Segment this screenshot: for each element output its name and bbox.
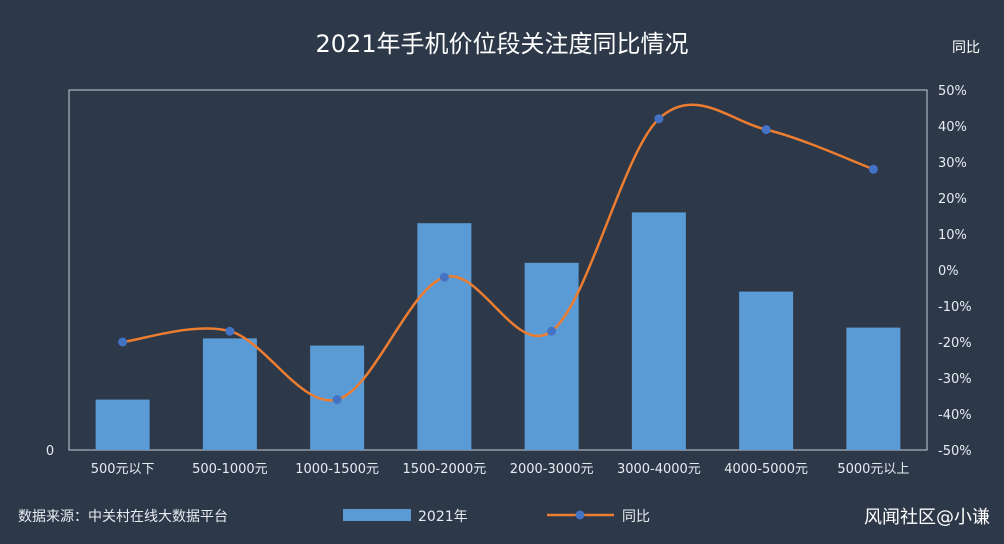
line-point-6 xyxy=(761,125,771,135)
x-tick-label: 1500-2000元 xyxy=(402,462,486,477)
right-tick-label: -30% xyxy=(938,372,972,387)
bar-5 xyxy=(631,212,686,450)
line-point-2 xyxy=(332,395,342,405)
line-point-4 xyxy=(547,326,557,336)
source-note: 数据来源：中关村在线大数据平台 xyxy=(18,509,228,525)
x-tick-label: 500-1000元 xyxy=(192,462,268,477)
line-point-5 xyxy=(654,114,664,124)
left-axis-zero-label: 0 xyxy=(46,444,54,459)
x-tick-label: 2000-3000元 xyxy=(510,462,594,477)
bar-1 xyxy=(202,338,257,450)
x-tick-label: 3000-4000元 xyxy=(617,462,701,477)
right-tick-label: -10% xyxy=(938,300,972,315)
legend-line-label: 同比 xyxy=(622,509,650,525)
watermark: 风闻社区@小谦 xyxy=(864,507,990,528)
x-tick-label: 5000元以上 xyxy=(837,462,909,477)
x-tick-label: 1000-1500元 xyxy=(295,462,379,477)
legend-bar-label: 2021年 xyxy=(418,509,468,525)
bar-3 xyxy=(417,223,472,450)
right-tick-label: -50% xyxy=(938,444,972,459)
right-tick-label: -20% xyxy=(938,336,972,351)
line-point-3 xyxy=(439,272,449,282)
right-tick-label: 40% xyxy=(938,120,967,135)
bar-6 xyxy=(739,291,794,450)
bar-0 xyxy=(95,399,150,450)
right-tick-label: 30% xyxy=(938,156,967,171)
x-tick-label: 4000-5000元 xyxy=(724,462,808,477)
right-axis-tick-labels: 50% 40% 30% 20% 10% 0% -10% -20% -30% -40% -50% xyxy=(938,84,972,459)
chart-title: 2021年手机价位段关注度同比情况 xyxy=(315,30,688,58)
legend-bar-swatch xyxy=(343,509,411,521)
legend-line-marker xyxy=(575,510,585,520)
bar-series xyxy=(95,212,901,450)
line-series xyxy=(122,103,874,402)
x-axis-tick-labels: 500元以下 500-1000元 1000-1500元 1500-2000元 2000-… xyxy=(91,462,910,477)
right-tick-label: -40% xyxy=(938,408,972,423)
plot-area xyxy=(68,89,928,451)
right-tick-label: 0% xyxy=(938,264,959,279)
line-markers xyxy=(118,114,878,405)
legend: 2021年 同比 xyxy=(343,509,650,525)
right-tick-label: 10% xyxy=(938,228,967,243)
line-point-7 xyxy=(868,164,878,174)
right-axis-label: 同比 xyxy=(952,40,980,56)
x-tick-label: 500元以下 xyxy=(91,462,155,477)
line-point-1 xyxy=(225,326,235,336)
line-point-0 xyxy=(118,337,128,347)
bar-7 xyxy=(846,327,901,450)
bar-4 xyxy=(524,262,579,450)
right-tick-label: 50% xyxy=(938,84,967,99)
right-tick-label: 20% xyxy=(938,192,967,207)
